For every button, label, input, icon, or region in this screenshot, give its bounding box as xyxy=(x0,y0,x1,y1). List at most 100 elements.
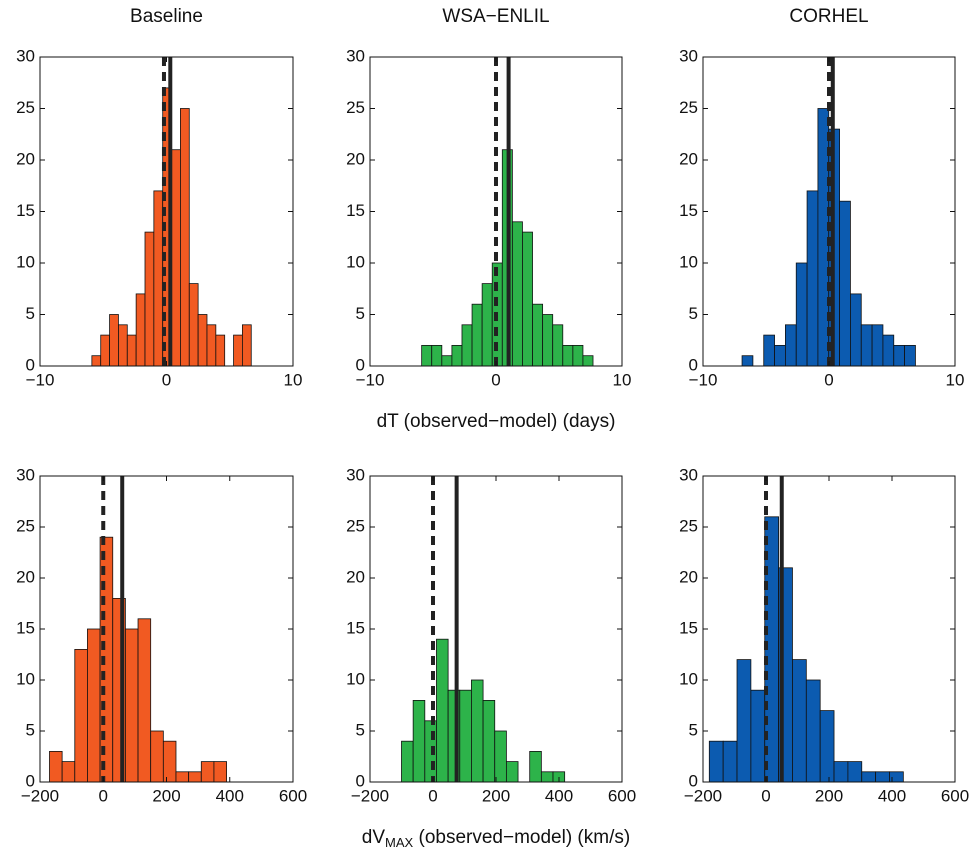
bar xyxy=(785,324,797,367)
y-tick-label: 15 xyxy=(679,618,698,637)
bar xyxy=(441,355,453,367)
bar xyxy=(461,324,473,367)
bar xyxy=(74,649,88,783)
bar xyxy=(763,334,775,367)
x-axis-label-part: dV xyxy=(362,827,386,848)
x-tick-label: −10 xyxy=(356,370,385,389)
x-tick-label: 10 xyxy=(613,370,632,389)
bar xyxy=(451,344,463,367)
x-tick-label: 0 xyxy=(491,370,500,389)
y-tick-label: 5 xyxy=(356,304,365,323)
x-tick-label: −200 xyxy=(684,786,722,805)
y-tick-label: 15 xyxy=(346,618,365,637)
y-tick-label: 30 xyxy=(16,465,35,484)
bar xyxy=(806,190,819,367)
bar xyxy=(241,324,252,367)
bar xyxy=(893,344,905,367)
bar xyxy=(481,283,493,367)
y-tick-label: 0 xyxy=(689,355,698,374)
bar xyxy=(459,689,472,783)
y-tick-label: 30 xyxy=(346,46,365,65)
bar xyxy=(61,761,76,783)
bar xyxy=(171,149,181,367)
y-tick-label: 30 xyxy=(679,46,698,65)
bar xyxy=(792,659,807,783)
bar xyxy=(904,344,916,367)
bar xyxy=(847,761,863,783)
bar xyxy=(135,293,146,367)
bar xyxy=(431,344,443,367)
y-tick-label: 5 xyxy=(689,720,698,739)
y-tick-label: 0 xyxy=(26,771,35,790)
bar xyxy=(126,334,137,367)
x-tick-label: 400 xyxy=(216,786,244,805)
bar xyxy=(401,740,414,783)
bar xyxy=(774,344,786,367)
bar xyxy=(109,314,119,367)
y-tick-label: 5 xyxy=(689,304,698,323)
bar xyxy=(532,303,544,367)
x-tick-label: 0 xyxy=(162,370,171,389)
x-tick-label: 600 xyxy=(608,786,636,805)
bar xyxy=(233,334,243,367)
bar xyxy=(871,324,884,367)
x-tick-label: −200 xyxy=(21,786,59,805)
y-tick-label: 0 xyxy=(689,771,698,790)
y-tick-label: 10 xyxy=(16,252,35,271)
bar xyxy=(552,324,564,367)
bar xyxy=(118,324,128,367)
x-tick-label: 200 xyxy=(152,786,180,805)
bar xyxy=(861,771,877,783)
bar xyxy=(750,689,766,783)
bar xyxy=(494,730,507,783)
y-tick-label: 5 xyxy=(26,304,35,323)
y-tick-label: 0 xyxy=(26,355,35,374)
bar xyxy=(875,771,890,783)
bar xyxy=(180,108,190,367)
bar xyxy=(153,190,164,367)
bar xyxy=(860,324,873,367)
y-tick-label: 25 xyxy=(679,516,698,535)
bar xyxy=(49,751,63,783)
bar xyxy=(882,334,895,367)
bar xyxy=(91,355,102,367)
bar xyxy=(144,231,155,367)
bar xyxy=(188,283,199,367)
bar xyxy=(124,628,139,783)
x-tick-label: 0 xyxy=(761,786,770,805)
y-tick-label: 10 xyxy=(679,669,698,688)
x-tick-label: 10 xyxy=(946,370,965,389)
x-tick-label: 200 xyxy=(815,786,843,805)
y-tick-label: 15 xyxy=(16,618,35,637)
bar xyxy=(708,740,724,783)
y-tick-label: 25 xyxy=(16,98,35,117)
y-tick-label: 10 xyxy=(346,252,365,271)
bar xyxy=(819,710,835,783)
bar xyxy=(805,679,821,783)
x-axis-label-part: dT (observed−model) (days) xyxy=(377,411,616,432)
bar xyxy=(137,618,152,783)
bar xyxy=(511,221,523,367)
bar xyxy=(850,293,862,367)
bar xyxy=(412,700,426,783)
x-tick-label: 600 xyxy=(279,786,307,805)
y-tick-label: 20 xyxy=(16,149,35,168)
bar xyxy=(482,700,496,783)
bar xyxy=(505,761,519,783)
bar xyxy=(188,771,202,783)
x-tick-label: 0 xyxy=(428,786,437,805)
x-tick-label: 0 xyxy=(824,370,833,389)
x-tick-label: −10 xyxy=(26,370,55,389)
y-tick-label: 15 xyxy=(346,201,365,220)
bar xyxy=(175,771,190,783)
x-axis-label: dVMAX (observed−model) (km/s) xyxy=(362,827,630,850)
bar xyxy=(833,761,849,783)
x-tick-label: 200 xyxy=(482,786,510,805)
y-tick-label: 25 xyxy=(346,98,365,117)
x-axis-label-part: (observed−model) (km/s) xyxy=(413,827,630,848)
y-tick-label: 30 xyxy=(679,465,698,484)
panel-title: Baseline xyxy=(130,6,203,27)
x-tick-label: −200 xyxy=(351,786,389,805)
bar xyxy=(542,314,554,367)
